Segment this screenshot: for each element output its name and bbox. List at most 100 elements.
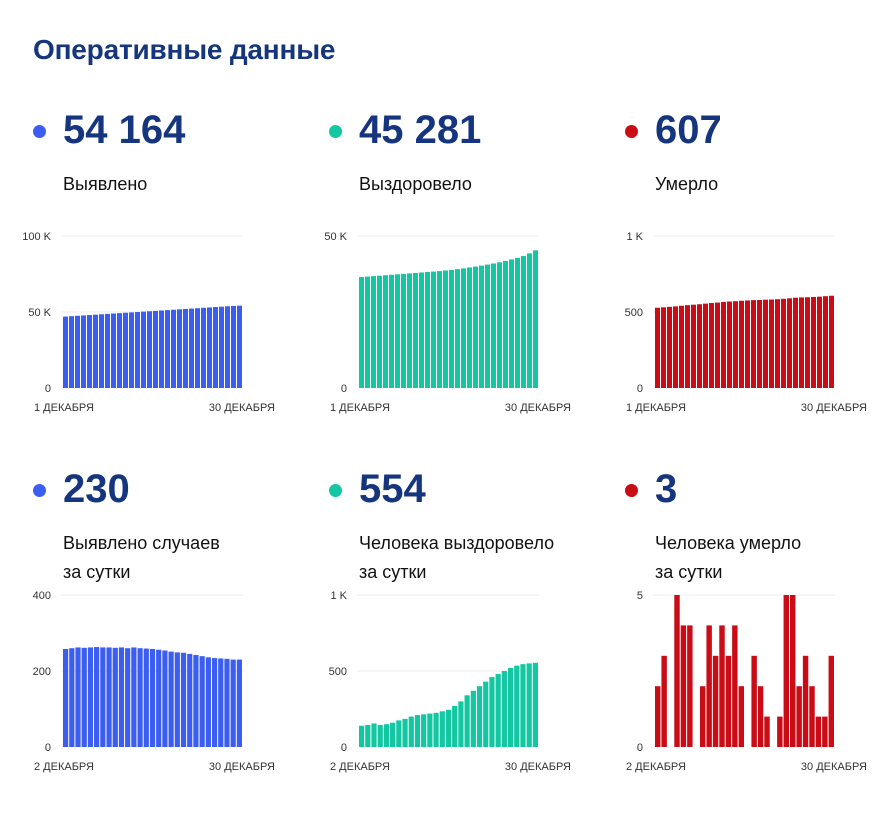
bar [485, 264, 490, 388]
bar [667, 306, 672, 388]
bar [790, 595, 796, 747]
bar [679, 305, 684, 388]
bar [207, 307, 212, 388]
bar [739, 300, 744, 388]
metric-label: Выявлено [63, 174, 148, 194]
x-tick-label-start: 2 ДЕКАБРЯ [330, 761, 390, 773]
bar [673, 306, 678, 388]
bar [135, 312, 140, 388]
bar [199, 656, 205, 747]
bar [195, 308, 200, 388]
legend-dot [329, 484, 342, 497]
bar [703, 303, 708, 388]
bar [709, 303, 714, 388]
bar [521, 256, 526, 388]
bar [461, 268, 466, 388]
metric-label: Человека умерло [655, 533, 802, 553]
y-tick-label: 1 K [626, 231, 643, 243]
bar [455, 269, 460, 388]
bar [81, 315, 86, 388]
bar [63, 316, 68, 388]
bar [213, 307, 218, 388]
bar [527, 253, 532, 388]
bar [99, 314, 104, 388]
bar [458, 701, 464, 747]
y-tick-label: 0 [637, 742, 643, 754]
metric-value: 230 [63, 467, 130, 511]
card-deaths-daily: 3 Человека умерло за сутки 0 5 2 ДЕКАБРЯ 30 ДЕ… [625, 463, 882, 793]
x-tick-label-end: 30 ДЕКАБРЯ [801, 761, 867, 773]
card-deaths: 607 Умерло 0 500 1 K 1 ДЕКАБРЯ 30 ДЕКАБРЯ [625, 104, 882, 434]
bar [721, 301, 726, 388]
bar [491, 263, 496, 388]
bar [183, 308, 188, 388]
bar [757, 299, 762, 388]
bar [143, 648, 149, 747]
bar [719, 625, 725, 747]
bar [425, 272, 430, 388]
bar [171, 309, 176, 388]
bar [156, 649, 162, 747]
bar [193, 655, 199, 747]
y-tick-label: 0 [45, 742, 51, 754]
bar [396, 720, 402, 747]
bar [419, 272, 424, 388]
bar [383, 724, 390, 747]
bar [407, 273, 412, 388]
bar [75, 315, 80, 388]
bar [162, 650, 168, 747]
bar-chart: 0 5 2 ДЕКАБРЯ 30 ДЕКАБРЯ [626, 590, 867, 773]
bar [365, 276, 370, 388]
metric-label-line2: за сутки [63, 562, 131, 582]
bar [476, 686, 483, 747]
x-tick-label-start: 2 ДЕКАБРЯ [626, 761, 686, 773]
card-detected: 54 164 Выявлено 0 50 K 100 K 1 ДЕКАБРЯ 30 ДЕКА… [22, 104, 293, 434]
bar [105, 313, 110, 388]
metric-value: 607 [655, 108, 722, 152]
bar [809, 686, 815, 747]
bar [137, 648, 143, 747]
bar [464, 695, 470, 747]
card-detected-daily: 230 Выявлено случаев за сутки 0 200 400 2 ДЕКА… [33, 463, 293, 793]
bar [174, 652, 180, 747]
y-tick-label: 0 [341, 383, 347, 395]
y-tick-label: 100 K [22, 231, 51, 243]
bar [100, 647, 106, 747]
bar [501, 671, 507, 747]
bar [125, 648, 131, 747]
bar [359, 277, 364, 388]
bar [377, 275, 382, 388]
bar [802, 655, 809, 747]
bar [793, 297, 798, 388]
bar [829, 295, 834, 388]
bar [661, 655, 667, 747]
bar [449, 269, 454, 388]
legend-dot [625, 484, 638, 497]
x-tick-label-end: 30 ДЕКАБРЯ [209, 761, 275, 773]
bar [149, 648, 156, 747]
x-tick-label-start: 1 ДЕКАБРЯ [330, 402, 390, 414]
card-recovered: 45 281 Выздоровело 0 50 K 1 ДЕКАБРЯ 30 ДЕКАБР… [324, 104, 589, 434]
bar [661, 307, 666, 388]
bar [706, 625, 712, 747]
metric-value: 54 164 [63, 108, 186, 152]
bar [503, 260, 508, 388]
metric-label: Выявлено случаев [63, 533, 220, 553]
bar [87, 647, 94, 747]
page-title: Оперативные данные [33, 34, 336, 65]
bar [497, 262, 502, 388]
bar [655, 686, 661, 747]
metric-label-line2: за сутки [655, 562, 723, 582]
bar [118, 647, 125, 747]
bar [700, 686, 706, 747]
bar [691, 304, 696, 388]
bar [733, 301, 738, 388]
bar [515, 257, 520, 388]
metric-label-line2: за сутки [359, 562, 427, 582]
bar [697, 304, 702, 388]
y-tick-label: 1 K [330, 590, 347, 602]
bar [377, 724, 383, 747]
bar [751, 300, 756, 388]
bar [751, 655, 757, 747]
bar [75, 647, 81, 747]
